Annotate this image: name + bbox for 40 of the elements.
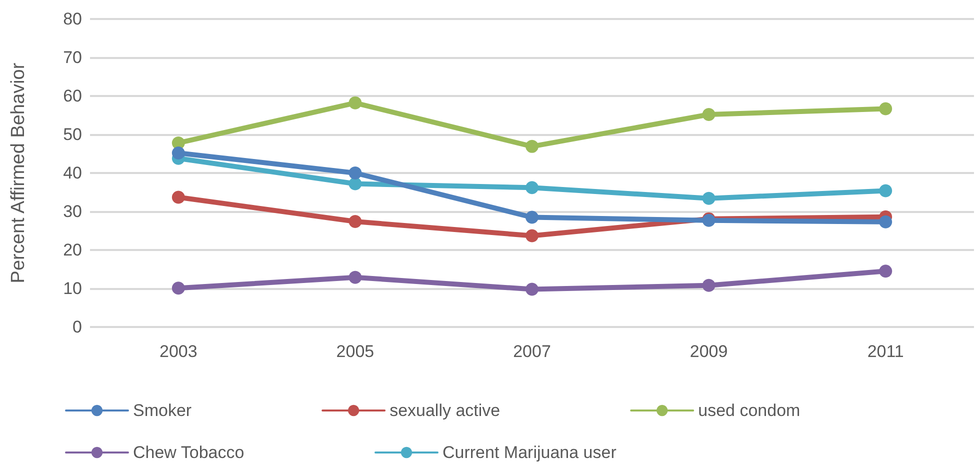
point [348, 215, 362, 228]
point [879, 184, 892, 198]
point [526, 181, 538, 194]
legend-label: Chew Tobacco [133, 443, 244, 462]
point [172, 190, 185, 204]
point [702, 108, 716, 121]
point [172, 282, 185, 295]
point [348, 166, 362, 180]
point [526, 140, 538, 153]
legend-label: Smoker [133, 401, 192, 420]
point [172, 146, 185, 160]
point [879, 264, 892, 278]
point [348, 177, 362, 190]
point [526, 210, 538, 224]
legend-label: Current Marijuana user [442, 443, 617, 462]
legend-label: used condom [698, 401, 800, 420]
point [348, 270, 362, 284]
point [879, 215, 892, 228]
x-tick-label: 2009 [690, 342, 728, 361]
y-tick-label: 50 [63, 125, 82, 144]
y-tick-label: 80 [63, 10, 82, 28]
y-tick-label: 20 [63, 240, 82, 260]
x-tick-label: 2011 [867, 342, 904, 361]
legend-label: sexually active [390, 401, 500, 420]
point [702, 192, 716, 205]
x-tick-label: 2005 [336, 342, 374, 361]
y-tick-label: 40 [63, 164, 82, 182]
y-tick-label: 70 [63, 48, 82, 67]
point [526, 282, 538, 296]
y-axis-title: Percent Affirmed Behavior [8, 62, 29, 284]
x-tick-label: 2007 [513, 342, 551, 361]
y-tick-label: 60 [63, 86, 82, 106]
y-tick-label: 10 [63, 279, 82, 298]
point [879, 102, 892, 116]
point [526, 229, 538, 242]
x-tick-label: 2003 [159, 342, 198, 361]
y-tick-label: 0 [72, 318, 82, 336]
point [348, 96, 362, 110]
point [702, 278, 716, 292]
y-tick-label: 30 [63, 202, 82, 221]
